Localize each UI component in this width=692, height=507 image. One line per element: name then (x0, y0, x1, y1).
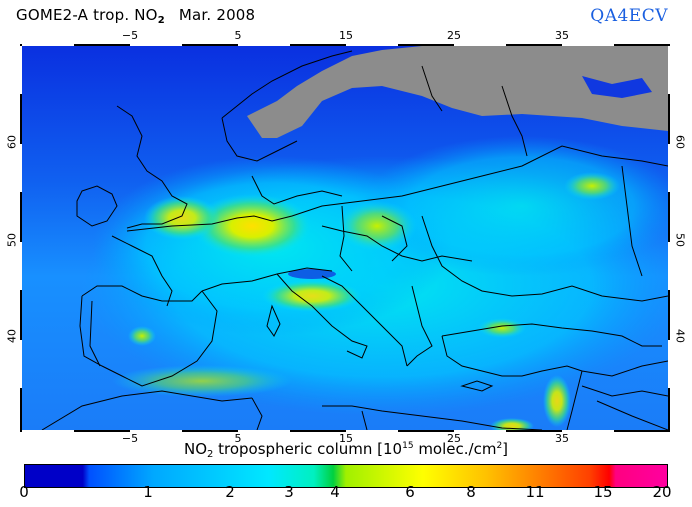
cb-unit-exponent: 2 (496, 441, 503, 451)
frame-ruler-segment (346, 430, 398, 432)
lat-tick-label: 60 (673, 135, 687, 149)
frame-ruler-segment (20, 46, 22, 94)
lat-tick-label: 40 (673, 329, 687, 343)
colorbar-tick-label: 8 (466, 483, 476, 501)
colorbar-title: NO2 tropospheric column [1015 molec./cm2… (0, 440, 692, 460)
frame-ruler-segment (668, 46, 670, 94)
cb-title-mid: tropospheric column [10 (213, 440, 403, 458)
colorbar-tick-label: 1 (143, 483, 153, 501)
colorbar-tick-label: 15 (593, 483, 613, 501)
lon-tick-label: 15 (339, 29, 353, 42)
frame-ruler-segment (238, 430, 290, 432)
frame-ruler-segment (20, 242, 22, 290)
frame-ruler-segment (22, 44, 74, 46)
lat-tick-label: 60 (5, 135, 19, 149)
title-species: GOME2-A trop. NO (16, 6, 158, 24)
frame-ruler-segment (130, 44, 182, 46)
frame-ruler-segment (20, 340, 22, 388)
colorbar-tick-label: 4 (330, 483, 340, 501)
frame-ruler-segment (454, 430, 506, 432)
cb-title-end: ] (502, 440, 509, 458)
cb-species: NO (183, 440, 207, 458)
frame-ruler-segment (668, 144, 670, 192)
frame-ruler-segment (668, 242, 670, 290)
frame-ruler-segment (454, 44, 506, 46)
frame-ruler-segment (346, 44, 398, 46)
lon-tick-label: 5 (234, 29, 242, 42)
lon-tick-label: 25 (447, 29, 461, 42)
title-date: Mar. 2008 (178, 6, 256, 24)
map-frame (20, 44, 670, 432)
cb-exponent: 15 (402, 441, 414, 451)
colorbar-tick-label: 0 (19, 483, 29, 501)
lat-tick-label: 40 (5, 329, 19, 343)
colorbar-tick-label: 20 (652, 483, 672, 501)
cb-unit: molec./cm (413, 440, 497, 458)
frame-ruler-segment (130, 430, 182, 432)
lon-tick-label: 35 (555, 432, 569, 445)
brand-logo: QA4ECV (590, 6, 668, 26)
colorbar-tick-label: 2 (225, 483, 235, 501)
frame-ruler-segment (238, 44, 290, 46)
frame-ruler-segment (562, 430, 614, 432)
frame-ruler-segment (562, 44, 614, 46)
frame-ruler-segment (22, 430, 74, 432)
colorbar-tick-label: 11 (525, 483, 545, 501)
lon-tick-label: 15 (339, 432, 353, 445)
lon-tick-label: −5 (121, 29, 139, 42)
lon-tick-label: 5 (234, 432, 242, 445)
lon-tick-label: 35 (555, 29, 569, 42)
colorbar-tick-label: 3 (284, 483, 294, 501)
cb-subscript: 2 (207, 449, 214, 460)
lon-tick-label: 25 (447, 432, 461, 445)
lat-tick-label: 50 (673, 233, 687, 247)
frame-ruler-segment (20, 144, 22, 192)
map-title: GOME2-A trop. NO2 Mar. 2008 (16, 6, 255, 26)
lon-tick-label: −5 (121, 432, 139, 445)
title-subscript: 2 (157, 15, 165, 26)
colorbar (24, 464, 668, 488)
no2-map (22, 46, 668, 430)
lat-tick-label: 50 (5, 233, 19, 247)
colorbar-tick-label: 6 (405, 483, 415, 501)
frame-ruler-segment (668, 340, 670, 388)
